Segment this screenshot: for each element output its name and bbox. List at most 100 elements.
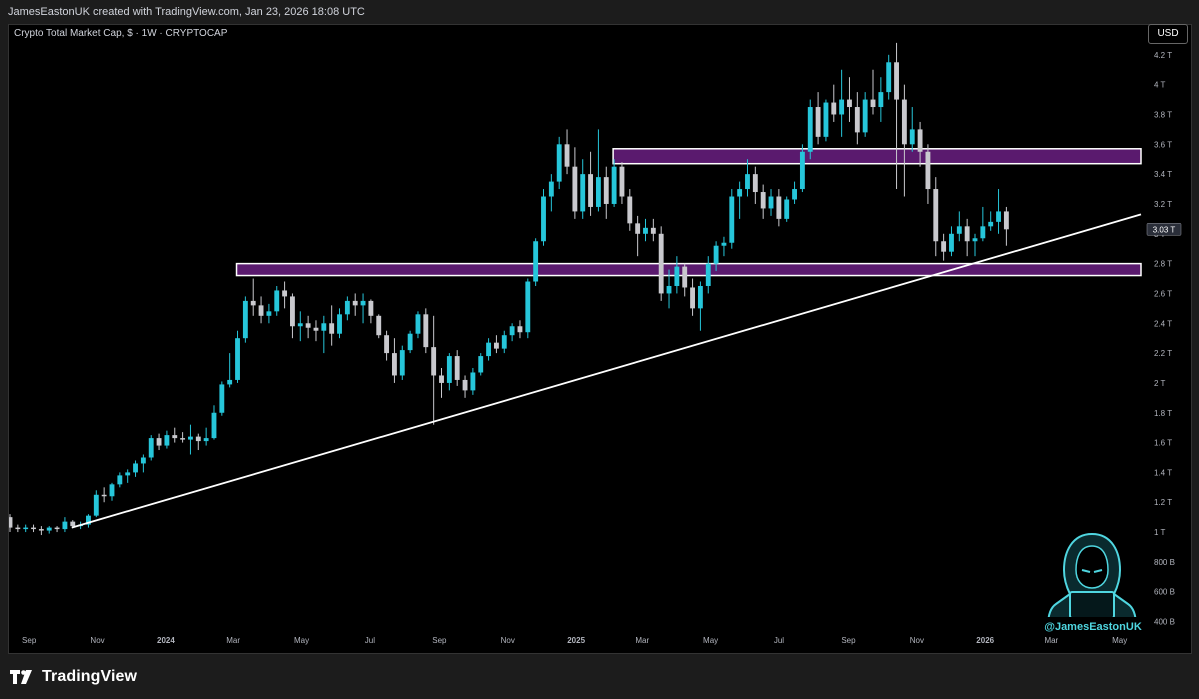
x-tick-label: Sep	[432, 636, 447, 645]
y-tick-label: 3.4 T	[1154, 170, 1172, 179]
candle-body	[172, 435, 178, 439]
candle-body	[9, 517, 13, 528]
candle-body	[729, 196, 735, 243]
candle-body	[329, 323, 335, 334]
candle-body	[117, 475, 123, 485]
x-tick-label: May	[294, 636, 309, 645]
x-tick-label: May	[703, 636, 718, 645]
last-price-badge	[1146, 223, 1182, 236]
x-tick-label: 2024	[157, 636, 175, 645]
hooded-hacker-icon	[1046, 532, 1138, 627]
candle-body	[847, 99, 852, 108]
x-tick-label: Mar	[1044, 636, 1058, 645]
candle-body	[886, 62, 892, 93]
candle-body	[611, 166, 617, 204]
candle-body	[258, 305, 264, 316]
chart-frame[interactable]: 400 B 600 B 800 B 1 T 1.2 T 1.4 T 1.6 T 1.8 T 2 …	[8, 24, 1192, 654]
candle-body	[188, 436, 193, 440]
x-tick-label: Mar	[635, 636, 649, 645]
candle-body	[901, 99, 907, 145]
footer	[0, 655, 1199, 699]
x-tick-label: Jul	[365, 636, 375, 645]
y-tick-label: 3.6 T	[1154, 140, 1172, 149]
candle-body	[321, 323, 327, 331]
candle-body	[988, 221, 994, 227]
candle-body	[823, 102, 829, 137]
candle-body	[768, 196, 774, 209]
candle-body	[815, 107, 821, 137]
candle-body	[760, 192, 766, 209]
candle-body	[423, 314, 429, 348]
candle-body	[752, 174, 758, 193]
y-tick-label: 2.4 T	[1154, 319, 1172, 328]
candle-body	[446, 356, 452, 383]
candle-body	[203, 438, 209, 442]
candle-body	[415, 314, 421, 334]
resistance-zone-1	[235, 262, 1142, 277]
candle-body	[376, 315, 382, 336]
support-trendline	[71, 213, 1142, 529]
candle-body	[384, 335, 390, 354]
x-tick-label: Jul	[774, 636, 784, 645]
candle-body	[572, 166, 578, 212]
x-tick-label: Nov	[501, 636, 515, 645]
x-tick-label: Nov	[90, 636, 104, 645]
candle-body	[541, 196, 546, 242]
candle-body	[635, 223, 641, 234]
chart-background	[9, 25, 1191, 653]
candle-body	[870, 99, 876, 108]
candle-body	[941, 241, 947, 252]
attribution-bar: JamesEastonUK created with TradingView.c…	[0, 0, 1199, 24]
tradingview-brand[interactable]: TradingView	[10, 668, 137, 686]
candle-body	[140, 457, 146, 464]
y-tick-label: 1.6 T	[1154, 439, 1172, 448]
x-tick-label: Sep	[22, 636, 37, 645]
candle-body	[368, 300, 374, 316]
candle-body	[799, 151, 805, 190]
candle-body	[478, 356, 484, 373]
candle-body	[439, 375, 444, 383]
y-tick-label: 1.2 T	[1154, 498, 1172, 507]
candle-body	[493, 342, 499, 349]
candle-body	[431, 347, 437, 376]
candle-body	[854, 107, 860, 133]
x-tick-label: May	[1112, 636, 1127, 645]
candle-body	[603, 177, 609, 204]
candle-body	[195, 436, 201, 442]
x-tick-label: Sep	[841, 636, 856, 645]
candle-body	[313, 327, 319, 331]
candle-body	[242, 300, 248, 339]
candle-body	[972, 238, 978, 242]
candle-body	[391, 353, 397, 376]
candle-body	[666, 285, 672, 294]
tradingview-logo-icon	[10, 670, 32, 684]
resistance-zone-2	[612, 148, 1142, 165]
candle-body	[697, 285, 703, 309]
tradingview-wordmark: TradingView	[42, 668, 138, 685]
y-tick-label: 800 B	[1154, 558, 1175, 567]
candle-body	[862, 99, 868, 133]
candle-body	[980, 226, 986, 239]
price-chart[interactable]: 400 B 600 B 800 B 1 T 1.2 T 1.4 T 1.6 T 1.8 T 2 …	[9, 25, 1191, 653]
candle-body	[290, 296, 295, 327]
candle-body	[721, 242, 727, 246]
candle-body	[533, 241, 539, 282]
candle-body	[839, 99, 845, 115]
y-tick-label: 1.4 T	[1154, 468, 1172, 477]
candle-body	[227, 379, 233, 385]
x-tick-label: 2025	[567, 636, 585, 645]
symbol-legend: Crypto Total Market Cap, $ · 1W · CRYPTO…	[14, 28, 228, 39]
candle-body	[46, 527, 52, 531]
candle-body	[399, 350, 405, 376]
x-tick-label: Mar	[226, 636, 240, 645]
y-tick-label: 2.6 T	[1154, 289, 1172, 298]
candle-body	[470, 372, 476, 391]
y-tick-label: 600 B	[1154, 588, 1175, 597]
x-tick-label: Nov	[910, 636, 924, 645]
currency-button[interactable]: USD	[1148, 24, 1188, 44]
candle-body	[658, 233, 664, 294]
candle-body	[305, 323, 311, 328]
candle-body	[917, 129, 923, 152]
candle-body	[894, 62, 899, 100]
candle-body	[595, 177, 601, 207]
